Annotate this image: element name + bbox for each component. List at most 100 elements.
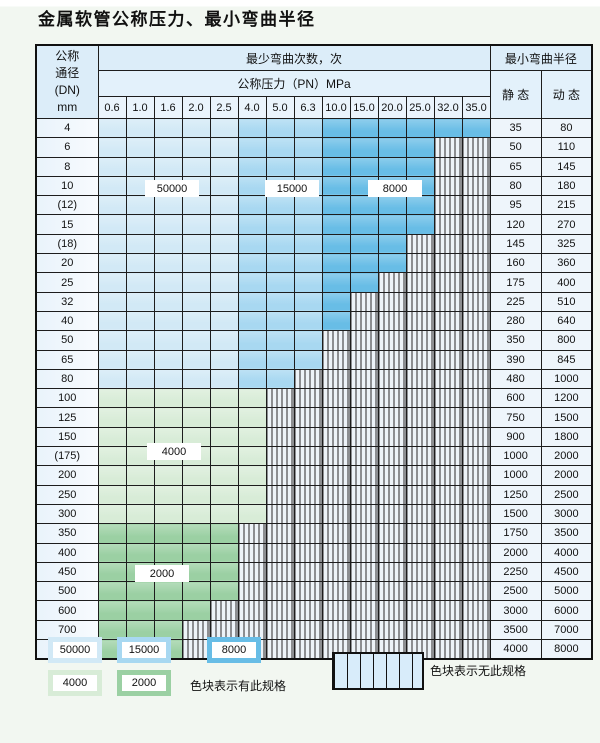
region-label-50000: 50000 (145, 180, 199, 197)
spec-cell (237, 349, 267, 370)
spec-cell (153, 426, 183, 448)
table-row: (12) 95 215 (35, 195, 593, 216)
spec-cell (181, 137, 211, 158)
spec-cell (349, 253, 379, 274)
no-spec-cell (405, 291, 435, 312)
spec-cell (97, 214, 127, 235)
spec-cell (265, 233, 295, 255)
no-spec-cell (405, 619, 435, 641)
dynamic-cell: 8000 (540, 639, 593, 660)
static-cell: 160 (489, 253, 542, 274)
dynamic-cell: 640 (540, 310, 593, 332)
no-spec-cell (461, 330, 491, 351)
dn-cell: 350 (35, 523, 99, 544)
no-spec-cell (293, 619, 323, 641)
no-spec-cell (433, 253, 463, 274)
spec-cell (153, 407, 183, 428)
region-label-15000: 15000 (265, 180, 319, 197)
no-spec-cell (349, 446, 379, 467)
dn-cell: 150 (35, 426, 99, 448)
no-spec-cell (181, 639, 211, 660)
dynamic-cell: 325 (540, 233, 593, 255)
legend-has-spec-text: 色块表示有此规格 (190, 679, 287, 693)
spec-cell (293, 272, 323, 293)
no-spec-cell (433, 388, 463, 409)
dynamic-cell: 1500 (540, 407, 593, 428)
spec-cell (181, 349, 211, 370)
no-spec-cell (293, 407, 323, 428)
spec-cell (237, 291, 267, 312)
dynamic-cell: 110 (540, 137, 593, 158)
no-spec-cell (265, 388, 295, 409)
spec-cell (377, 156, 407, 177)
no-spec-cell (237, 523, 267, 544)
no-spec-cell (321, 349, 351, 370)
dynamic-cell: 7000 (540, 619, 593, 641)
dn-cell: (18) (35, 233, 99, 255)
spec-table-wrap: 公称 通径 (DN) mm 最少弯曲次数，次 最小弯曲半径 公称压力（PN）MP… (35, 44, 594, 661)
dn-column-header: 公称 通径 (DN) mm (35, 44, 99, 119)
spec-cell (293, 349, 323, 370)
table-row: 100 600 1200 (35, 388, 593, 409)
dynamic-cell: 80 (540, 117, 593, 139)
no-spec-cell (321, 561, 351, 583)
spec-cell (209, 349, 239, 370)
region-label-8000: 8000 (368, 180, 422, 197)
spec-cell (153, 233, 183, 255)
spec-cell (237, 137, 267, 158)
spec-cell (181, 484, 211, 505)
spec-cell (125, 407, 155, 428)
dn-cell: 80 (35, 368, 99, 390)
spec-cell (181, 503, 211, 525)
no-spec-cell (433, 561, 463, 583)
spec-cell (125, 465, 155, 486)
no-spec-cell (461, 368, 491, 390)
spec-cell (153, 600, 183, 621)
static-cell: 600 (489, 388, 542, 409)
spec-cell (237, 310, 267, 332)
no-spec-cell (461, 214, 491, 235)
spec-cell (125, 619, 155, 641)
no-spec-cell (377, 330, 407, 351)
static-cell: 1250 (489, 484, 542, 505)
table-row: 32 225 510 (35, 291, 593, 312)
table-row: 125 750 1500 (35, 407, 593, 428)
spec-cell (349, 156, 379, 177)
table-row: 600 3000 6000 (35, 600, 593, 621)
no-spec-cell (349, 349, 379, 370)
pressure-tick: 5.0 (265, 96, 295, 119)
spec-cell (209, 503, 239, 525)
spec-cell (97, 349, 127, 370)
legend-chip-4000: 4000 (48, 670, 102, 696)
spec-cell (265, 117, 295, 139)
no-spec-cell (265, 465, 295, 486)
spec-cell (237, 503, 267, 525)
spec-cell (125, 388, 155, 409)
no-spec-cell (293, 581, 323, 602)
dynamic-cell: 510 (540, 291, 593, 312)
spec-cell (97, 542, 127, 563)
no-spec-cell (265, 426, 295, 448)
spec-cell (125, 600, 155, 621)
spec-cell (181, 581, 211, 602)
dn-header-line3: (DN) (54, 83, 80, 97)
no-spec-cell (433, 349, 463, 370)
spec-cell (153, 253, 183, 274)
pressure-tick: 20.0 (377, 96, 407, 119)
spec-cell (209, 291, 239, 312)
bend-times-header: 最少弯曲次数，次 (97, 44, 491, 71)
spec-cell (209, 581, 239, 602)
spec-cell (97, 272, 127, 293)
dynamic-cell: 215 (540, 195, 593, 216)
spec-cell (209, 195, 239, 216)
no-spec-cell (433, 233, 463, 255)
no-spec-cell (433, 503, 463, 525)
no-spec-cell (461, 291, 491, 312)
static-cell: 35 (489, 117, 542, 139)
pressure-header: 公称压力（PN）MPa (97, 70, 491, 97)
spec-cell (97, 619, 127, 641)
no-spec-cell (181, 619, 211, 641)
no-spec-cell (293, 561, 323, 583)
spec-cell (153, 137, 183, 158)
spec-cell (237, 214, 267, 235)
